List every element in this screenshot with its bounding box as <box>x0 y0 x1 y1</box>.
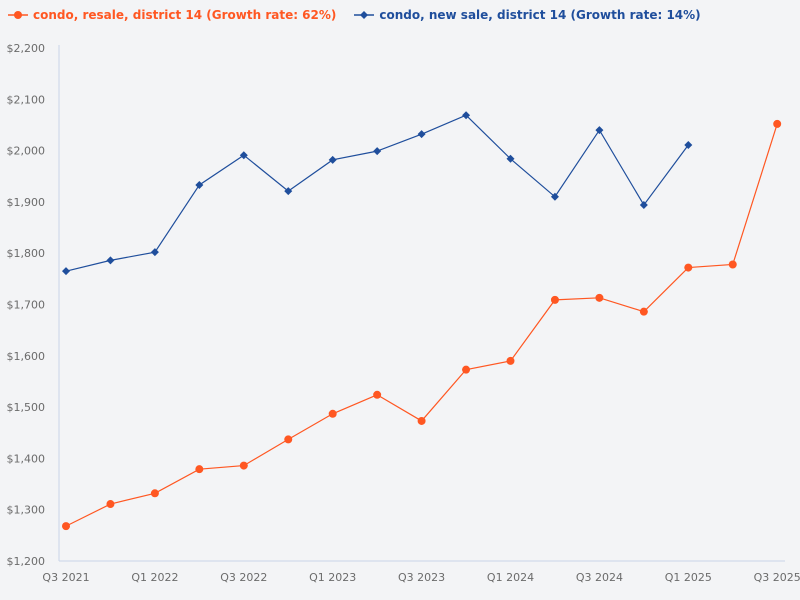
data-point[interactable] <box>284 435 293 444</box>
chart-series <box>62 111 782 531</box>
data-point[interactable] <box>462 365 471 374</box>
chart-legend: condo, resale, district 14 (Growth rate:… <box>8 8 701 22</box>
data-point[interactable] <box>195 180 204 189</box>
y-tick-label: $1,300 <box>7 504 46 517</box>
x-tick-label: Q3 2022 <box>220 571 267 584</box>
y-axis: $1,200 $1,300 $1,400 $1,500 $1,600 $1,700 $1,8… <box>7 42 60 568</box>
x-tick-label: Q1 2022 <box>131 571 178 584</box>
x-tick-label: Q1 2023 <box>309 571 356 584</box>
data-point[interactable] <box>506 356 515 365</box>
data-point[interactable] <box>328 409 337 418</box>
x-tick-label: Q1 2024 <box>487 571 534 584</box>
data-point[interactable] <box>550 295 559 304</box>
data-point[interactable] <box>150 489 159 498</box>
y-tick-label: $2,000 <box>7 145 46 158</box>
y-tick-label: $2,100 <box>7 93 46 106</box>
data-point[interactable] <box>239 151 248 160</box>
y-tick-label: $1,900 <box>7 196 46 209</box>
x-tick-label: Q1 2025 <box>665 571 712 584</box>
y-tick-label: $1,200 <box>7 555 46 568</box>
data-point[interactable] <box>62 267 70 276</box>
y-tick-label: $1,600 <box>7 350 46 363</box>
series-line <box>65 114 689 272</box>
data-point[interactable] <box>106 256 115 265</box>
legend-item-new-sale[interactable]: condo, new sale, district 14 (Growth rat… <box>354 8 701 22</box>
y-tick-label: $1,500 <box>7 401 46 414</box>
y-tick-label: $1,400 <box>7 452 46 465</box>
series-line <box>65 123 778 527</box>
data-point[interactable] <box>550 192 559 201</box>
data-point[interactable] <box>195 465 204 474</box>
x-tick-label: Q3 2021 <box>42 571 89 584</box>
data-point[interactable] <box>373 390 382 399</box>
data-point[interactable] <box>684 263 693 272</box>
diamond-marker-icon <box>354 11 375 19</box>
data-point[interactable] <box>150 248 159 257</box>
data-point[interactable] <box>239 461 248 470</box>
x-tick-label: Q3 2024 <box>576 571 623 584</box>
data-point[interactable] <box>417 130 426 139</box>
legend-label-resale: condo, resale, district 14 (Growth rate:… <box>33 8 337 22</box>
series-resale <box>62 119 782 531</box>
data-point[interactable] <box>506 154 515 163</box>
data-point[interactable] <box>773 119 782 128</box>
series-new-sale <box>62 111 693 276</box>
x-tick-label: Q3 2023 <box>398 571 445 584</box>
x-axis: Q3 2021 Q1 2022 Q3 2022 Q1 2023 Q3 2023 Q1 20… <box>42 560 800 584</box>
data-point[interactable] <box>684 140 693 149</box>
y-tick-label: $2,200 <box>7 42 46 55</box>
data-point[interactable] <box>328 155 337 164</box>
data-point[interactable] <box>462 111 471 120</box>
data-point[interactable] <box>106 500 115 509</box>
data-point[interactable] <box>639 200 648 209</box>
data-point[interactable] <box>595 126 604 135</box>
legend-label-new-sale: condo, new sale, district 14 (Growth rat… <box>379 8 701 22</box>
data-point[interactable] <box>639 307 648 316</box>
data-point[interactable] <box>284 187 293 196</box>
y-tick-label: $1,800 <box>7 247 46 260</box>
circle-marker-icon <box>8 11 28 19</box>
data-point[interactable] <box>62 522 70 531</box>
x-tick-label: Q3 2025 <box>754 571 800 584</box>
data-point[interactable] <box>417 416 426 425</box>
data-point[interactable] <box>595 293 604 302</box>
y-tick-label: $1,700 <box>7 299 46 312</box>
data-point[interactable] <box>373 147 382 156</box>
legend-item-resale[interactable]: condo, resale, district 14 (Growth rate:… <box>8 8 336 22</box>
data-point[interactable] <box>728 260 737 269</box>
